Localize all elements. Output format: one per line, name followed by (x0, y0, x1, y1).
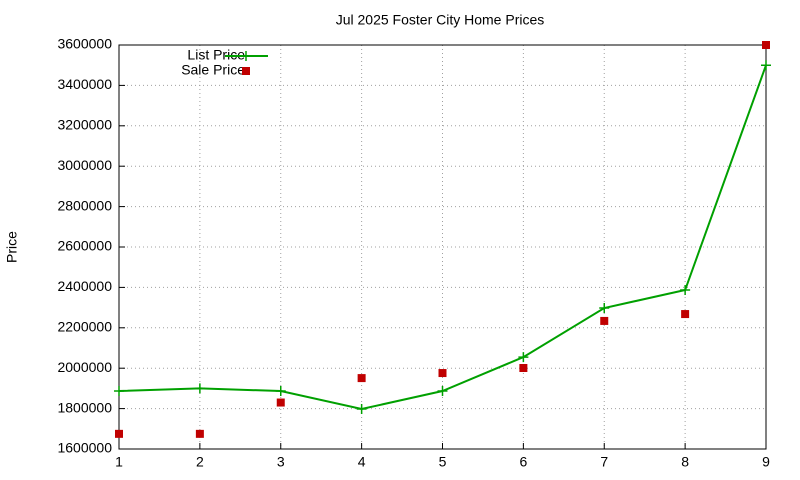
point (681, 310, 690, 319)
legend-label: Sale Price (181, 62, 245, 78)
point (194, 383, 205, 394)
legend-label: List Price (187, 47, 245, 63)
y-tick-label: 1600000 (57, 440, 112, 456)
x-tick-label: 4 (358, 454, 366, 470)
y-tick-label: 2000000 (57, 359, 112, 375)
point (438, 369, 447, 378)
point (600, 316, 609, 325)
point (519, 363, 528, 372)
point (356, 404, 367, 415)
x-tick-label: 1 (115, 454, 123, 470)
y-tick-label: 3400000 (57, 76, 112, 92)
x-tick-label: 3 (277, 454, 285, 470)
y-tick-label: 3600000 (57, 36, 112, 52)
point (114, 386, 124, 397)
y-tick-label: 2800000 (57, 197, 112, 213)
y-tick-label: 2400000 (57, 278, 112, 294)
legend-marker (241, 51, 251, 61)
y-tick-label: 2600000 (57, 238, 112, 254)
point (115, 429, 123, 438)
x-tick-label: 6 (519, 454, 527, 470)
y-tick-label: 2200000 (57, 319, 112, 335)
point (195, 429, 204, 438)
x-tick-label: 9 (762, 454, 770, 470)
point (437, 386, 448, 397)
y-tick-label: 3200000 (57, 117, 112, 133)
point (762, 41, 770, 49)
x-tick-label: 8 (681, 454, 689, 470)
y-tick-label: 1800000 (57, 399, 112, 415)
point (276, 398, 285, 407)
y-tick-label: 3000000 (57, 157, 112, 173)
x-tick-label: 7 (600, 454, 608, 470)
point (518, 352, 529, 363)
legend-marker (242, 67, 250, 75)
y-axis-label: Price (4, 231, 20, 263)
point (599, 303, 610, 314)
point (761, 60, 771, 71)
x-tick-label: 2 (196, 454, 204, 470)
point (680, 285, 691, 296)
point (275, 386, 286, 397)
plot-border (118, 44, 767, 450)
point (357, 374, 366, 383)
x-tick-label: 5 (439, 454, 447, 470)
chart-title: Jul 2025 Foster City Home Prices (336, 12, 545, 28)
